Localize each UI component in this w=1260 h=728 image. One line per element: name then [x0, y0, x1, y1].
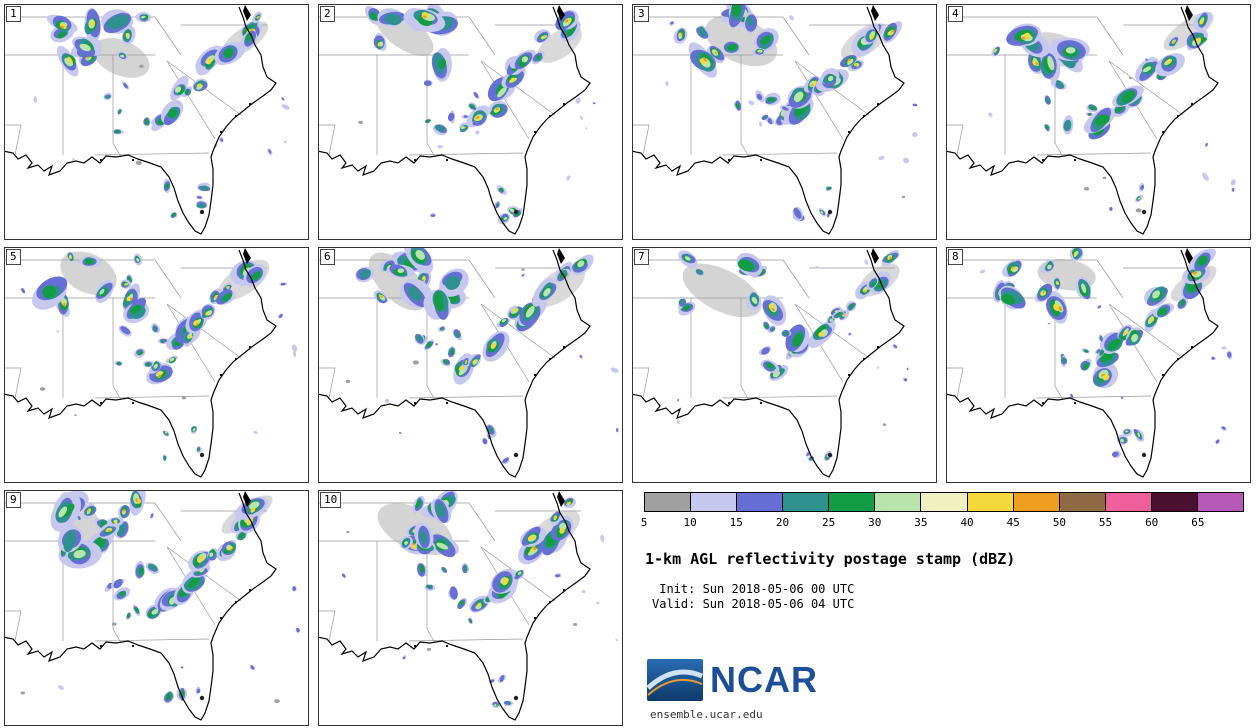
- product-title: 1-km AGL reflectivity postage stamp (dBZ…: [645, 550, 1016, 568]
- forecast-panel: 6: [318, 247, 623, 483]
- colorbar-tick: 55: [1098, 516, 1113, 529]
- member-number-label: 2: [320, 6, 335, 22]
- member-number-label: 3: [634, 6, 649, 22]
- colorbar-segment: [1151, 493, 1198, 511]
- reflectivity-map: [5, 491, 300, 721]
- colorbar-tick: 25: [821, 516, 836, 529]
- forecast-panel: 7: [632, 247, 937, 483]
- ncar-logo: NCAR: [646, 658, 818, 702]
- legend-block: 5 10 15 20 25 30 35 40 45 50 55 60 65 1-km AGL refle…: [640, 490, 1246, 728]
- colorbar-segment: [737, 493, 784, 511]
- colorbar-segment: [691, 493, 738, 511]
- colorbar-tick: 5: [640, 516, 648, 529]
- reflectivity-map: [5, 248, 298, 478]
- site-url-text: ensemble.ucar.edu: [650, 708, 763, 721]
- member-number-label: 9: [6, 492, 21, 508]
- member-number-label: 1: [6, 6, 21, 22]
- colorbar-tick: 35: [914, 516, 928, 529]
- member-number-label: 5: [6, 249, 21, 265]
- colorbar-segment: [875, 493, 922, 511]
- colorbar-segment: [1013, 493, 1060, 511]
- colorbar-segment: [921, 493, 968, 511]
- colorbar-ticks: 5 10 15 20 25 30 35 40 45 50 55 60 65: [640, 516, 1244, 530]
- reflectivity-map: [947, 5, 1236, 235]
- forecast-panel: 4: [946, 4, 1251, 240]
- member-number-label: 8: [948, 249, 963, 265]
- reflectivity-map: [319, 5, 596, 235]
- colorbar-tick: 30: [868, 516, 882, 529]
- member-number-label: 4: [948, 6, 963, 22]
- forecast-panel: 1: [4, 4, 309, 240]
- colorbar-tick: 20: [775, 516, 790, 529]
- forecast-panel: 9: [4, 490, 309, 726]
- init-time-label: Init: Sun 2018-05-06 00 UTC: [652, 582, 855, 596]
- reflectivity-map: [319, 491, 619, 721]
- member-number-label: 7: [634, 249, 649, 265]
- forecast-panel: 8: [946, 247, 1251, 483]
- colorbar-segment: [1105, 493, 1152, 511]
- member-number-label: 6: [320, 249, 335, 265]
- forecast-panel: 5: [4, 247, 309, 483]
- colorbar-segment: [783, 493, 830, 511]
- forecast-panel: 10: [318, 490, 623, 726]
- colorbar: [644, 492, 1244, 512]
- ncar-wordmark: NCAR: [710, 659, 818, 700]
- forecast-panel: 2: [318, 4, 623, 240]
- reflectivity-map: [5, 5, 290, 235]
- colorbar-segment: [967, 493, 1014, 511]
- colorbar-tick: 60: [1145, 516, 1159, 529]
- colorbar-segment: [1059, 493, 1106, 511]
- colorbar-tick: 50: [1052, 516, 1066, 529]
- colorbar-segment: [829, 493, 876, 511]
- valid-time-label: Valid: Sun 2018-05-06 04 UTC: [652, 597, 855, 611]
- colorbar-segment: [645, 493, 692, 511]
- colorbar-tick: 40: [960, 516, 974, 529]
- forecast-panel: 3: [632, 4, 937, 240]
- reflectivity-map: [633, 5, 918, 235]
- member-number-label: 10: [320, 492, 342, 508]
- colorbar-tick: 15: [729, 516, 743, 529]
- ncar-logo-icon: [646, 659, 703, 701]
- reflectivity-map: [947, 248, 1233, 478]
- reflectivity-map: [633, 248, 909, 478]
- colorbar-tick: 65: [1191, 516, 1205, 529]
- colorbar-tick: 45: [1006, 516, 1020, 529]
- colorbar-segment: [1197, 493, 1244, 511]
- reflectivity-map: [319, 248, 619, 478]
- colorbar-tick: 10: [683, 516, 697, 529]
